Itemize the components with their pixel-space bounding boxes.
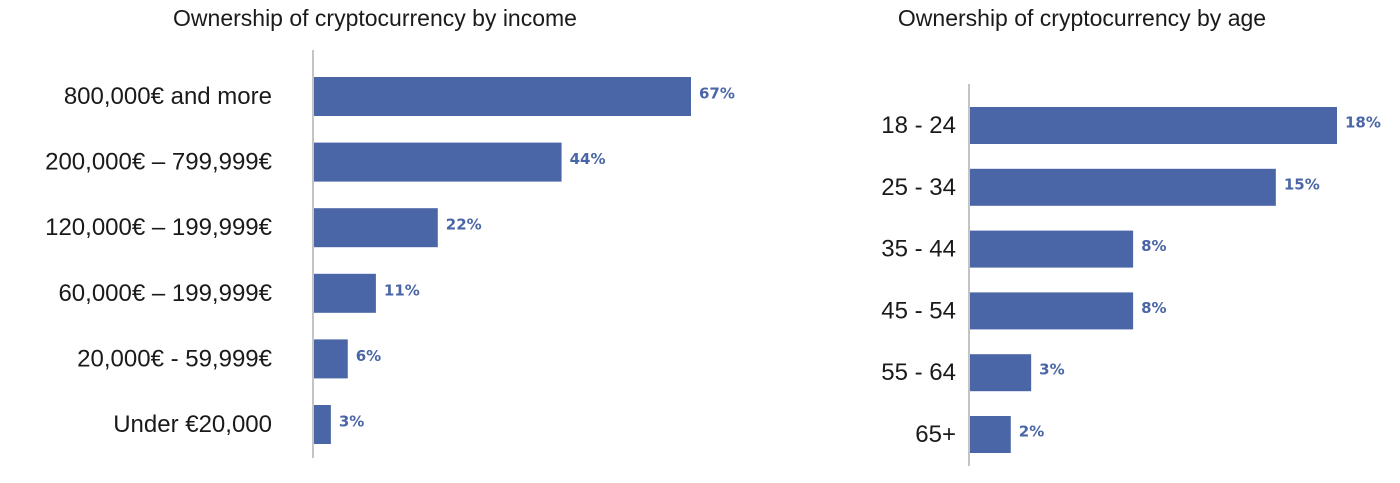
income-chart: Ownership of cryptocurrency by income 80… bbox=[45, 5, 735, 458]
income-value-label: 11% bbox=[384, 281, 420, 299]
age-value-label: 15% bbox=[1284, 175, 1320, 193]
income-value-label: 44% bbox=[570, 150, 606, 168]
income-value-label: 67% bbox=[699, 85, 735, 103]
age-value-label: 3% bbox=[1039, 361, 1064, 379]
income-bar bbox=[314, 339, 348, 379]
age-category-label: 18 - 24 bbox=[881, 112, 956, 139]
age-bar bbox=[970, 416, 1011, 453]
income-category-label: 60,000€ – 199,999€ bbox=[58, 280, 272, 307]
income-bar bbox=[314, 142, 562, 182]
age-category-label: 35 - 44 bbox=[881, 236, 956, 263]
income-category-label: 200,000€ – 799,999€ bbox=[45, 149, 273, 176]
income-chart-marks: 800,000€ and more 67% 200,000€ – 799,999€ 4… bbox=[45, 77, 735, 444]
age-bar bbox=[970, 354, 1032, 392]
age-value-label: 8% bbox=[1141, 299, 1166, 317]
age-chart-title: Ownership of cryptocurrency by age bbox=[898, 5, 1266, 31]
age-category-label: 25 - 34 bbox=[881, 174, 956, 201]
income-value-label: 22% bbox=[446, 216, 482, 234]
income-value-label: 3% bbox=[339, 413, 364, 431]
age-category-label: 45 - 54 bbox=[881, 297, 956, 324]
income-value-label: 6% bbox=[356, 347, 381, 365]
income-category-label: Under €20,000 bbox=[113, 411, 272, 438]
income-category-label: 120,000€ – 199,999€ bbox=[45, 214, 273, 241]
income-bar bbox=[314, 273, 376, 313]
income-category-label: 800,000€ and more bbox=[64, 83, 272, 110]
income-category-label: 20,000€ - 59,999€ bbox=[77, 345, 272, 372]
age-bar bbox=[970, 168, 1276, 206]
income-bar bbox=[314, 77, 691, 116]
age-bar bbox=[970, 107, 1337, 144]
age-value-label: 8% bbox=[1141, 237, 1166, 255]
age-value-label: 2% bbox=[1019, 423, 1044, 441]
age-bar bbox=[970, 230, 1134, 268]
age-value-label: 18% bbox=[1345, 114, 1381, 132]
income-bar bbox=[314, 208, 438, 248]
age-chart: Ownership of cryptocurrency by age 18 - … bbox=[881, 5, 1381, 466]
age-category-label: 65+ bbox=[915, 421, 956, 448]
income-bar bbox=[314, 405, 331, 444]
income-chart-title: Ownership of cryptocurrency by income bbox=[173, 5, 577, 31]
age-bar bbox=[970, 292, 1134, 330]
age-category-label: 55 - 64 bbox=[881, 359, 956, 386]
age-chart-marks: 18 - 24 18% 25 - 34 15% 35 - 44 8% 45 - 54 8% 55… bbox=[881, 107, 1381, 453]
